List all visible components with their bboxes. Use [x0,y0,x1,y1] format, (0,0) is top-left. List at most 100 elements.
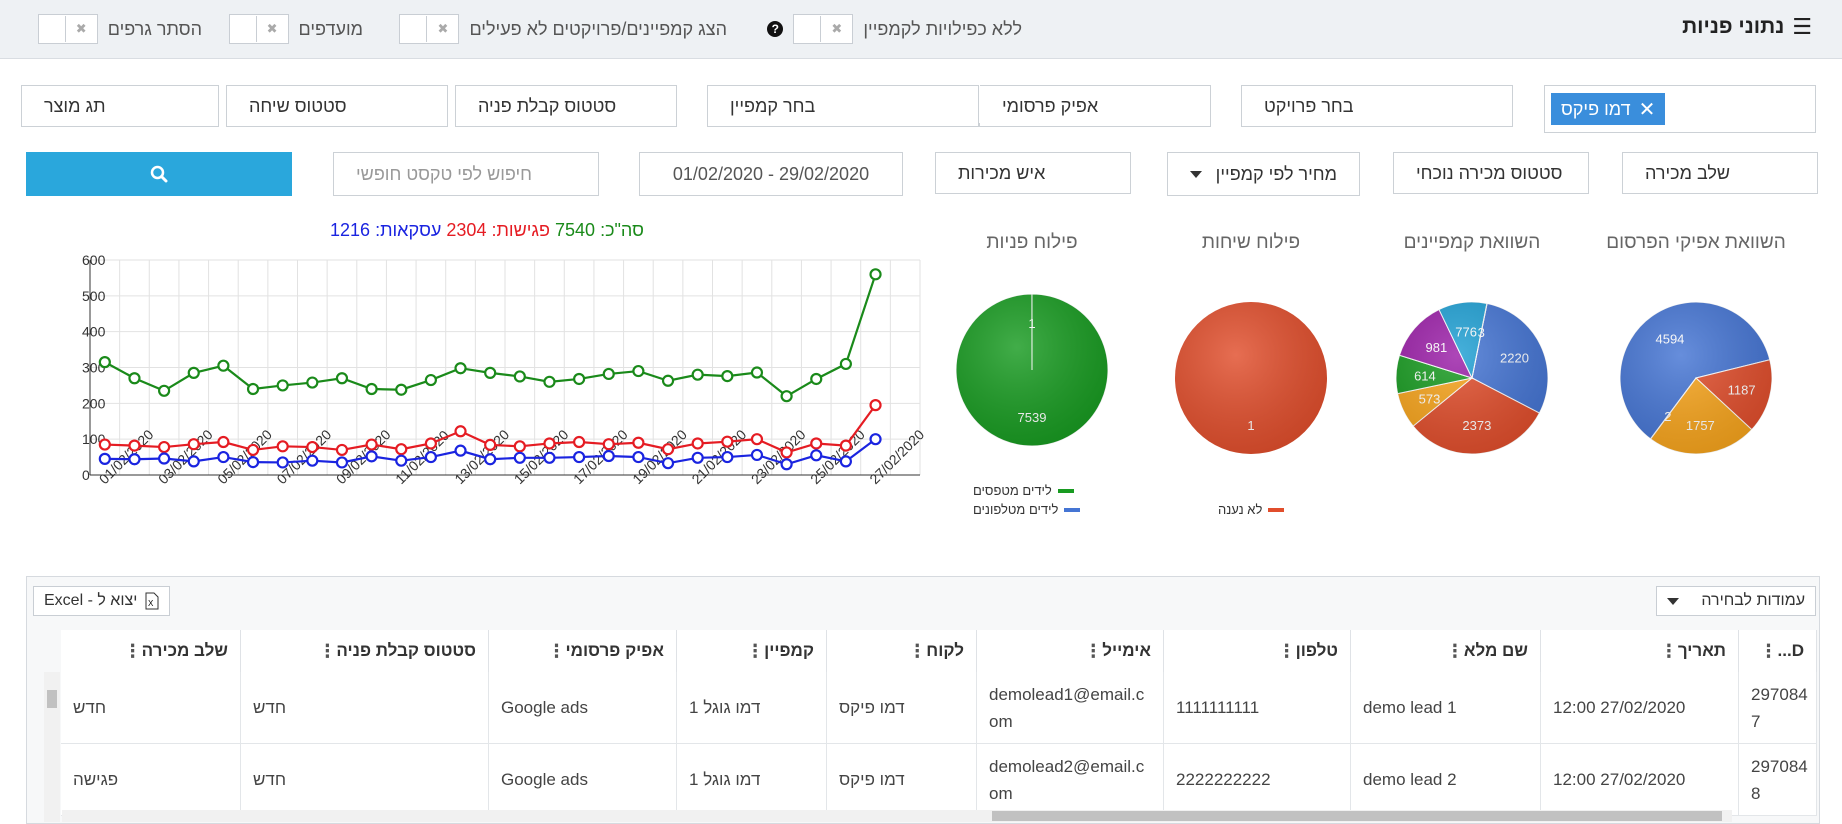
toggle-favorites[interactable]: מועדפים ✖ [229,14,363,44]
leads-line-chart: 010020030040050060001/02/202003/02/20200… [40,246,930,561]
remove-tag-icon[interactable]: ✕ [1639,97,1656,122]
data-point [189,368,199,378]
data-point [337,373,347,383]
data-point [189,456,199,466]
pie-title-calls: פילוח שיחות [1141,232,1361,254]
column-menu-icon[interactable]: ⋮ [1760,641,1778,662]
column-header[interactable]: לקוח⋮ [827,630,977,672]
search-button[interactable] [26,152,292,196]
data-point [722,452,732,462]
column-header[interactable]: סטטוס קבלת פניה⋮ [241,630,489,672]
page-title: ☰ נתוני פניות [1682,14,1812,40]
y-tick-label: 0 [82,467,90,483]
data-point [841,456,851,466]
column-header[interactable]: אפיק פרסומי⋮ [489,630,677,672]
data-point [337,457,347,467]
pie-label: 614 [1414,369,1436,384]
data-point [218,452,228,462]
column-header[interactable]: שם מלא⋮ [1351,630,1541,672]
sale-stage-select[interactable]: שלב מכירה [1622,152,1818,194]
column-header-label: אימייל [1102,641,1151,661]
toggle-label: ללא כפילויות לקמפיין [863,19,1022,40]
current-sale-status-select[interactable]: סטטוס מכירה נוכחי [1393,152,1589,194]
free-text-search-input[interactable]: חיפוש לפי טקסט חופשי [333,152,599,196]
table-cell: דמו גוגל 1 [677,672,827,744]
date-range-input[interactable]: 29/02/2020 - 01/02/2020 [639,152,903,196]
legend-item: לידים מטלפונים [973,502,1080,517]
table-cell: 1111111111 [1164,672,1351,744]
column-header-label: לקוח [926,641,964,661]
pie-label: 2 [1664,409,1671,424]
toggle-switch[interactable]: ✖ [399,14,459,44]
search-icon [150,165,168,183]
help-icon[interactable]: ? [767,21,783,37]
data-point [544,377,554,387]
toggle-switch[interactable]: ✖ [38,14,98,44]
data-point [633,452,643,462]
column-menu-icon[interactable]: ⋮ [1660,641,1678,662]
campaign-select[interactable]: בחר קמפיין [707,85,979,127]
column-header[interactable]: שלב מכירה⋮ [61,630,241,672]
column-header-label: תאריך [1678,641,1726,661]
tag-select[interactable]: ✕ דמו פיקס [1544,85,1816,133]
data-point [544,438,554,448]
data-point [544,453,554,463]
column-menu-icon[interactable]: ⋮ [318,641,336,662]
data-point [604,451,614,461]
column-menu-icon[interactable]: ⋮ [548,641,566,662]
data-point [633,366,643,376]
toggle-hide-charts[interactable]: הסתר גרפים ✖ [38,14,202,44]
data-point [159,386,169,396]
column-menu-icon[interactable]: ⋮ [124,641,142,662]
column-header[interactable]: תאריך⋮ [1541,630,1739,672]
call-status-select[interactable]: סטטוס שיחה [226,85,448,127]
column-menu-icon[interactable]: ⋮ [1446,641,1464,662]
data-point [515,441,525,451]
column-header[interactable]: אימייל⋮ [977,630,1164,672]
menu-icon[interactable]: ☰ [1792,14,1812,40]
salesperson-select[interactable]: איש מכירות [935,152,1131,194]
data-point [485,454,495,464]
data-point [663,458,673,468]
data-point [782,447,792,457]
column-header-label: שם מלא [1464,641,1528,661]
y-tick-label: 200 [82,395,106,411]
data-point [367,440,377,450]
horizontal-scrollbar[interactable] [62,810,1732,822]
toggle-switch[interactable]: ✖ [229,14,289,44]
total-label: סה"כ: [600,220,644,240]
project-select[interactable]: בחר פרויקט [1241,85,1513,127]
table-cell: demolead2@email.c om [977,744,1164,816]
price-by-campaign-select[interactable]: מחיר לפי קמפיין [1167,152,1360,196]
data-point [159,454,169,464]
data-point [811,374,821,384]
ad-channel-select[interactable]: אפיק פרסומי [979,85,1211,127]
columns-chooser-button[interactable]: עמודות לבחירה [1656,586,1816,616]
column-menu-icon[interactable]: ⋮ [1278,641,1296,662]
toggle-switch[interactable]: ✖ [793,14,853,44]
toggle-inactive-campaigns[interactable]: הצג קמפיינים/פרויקטים לא פעילים ✖ [399,14,727,44]
table-cell: 2222222222 [1164,744,1351,816]
data-point [722,371,732,381]
column-header[interactable]: קמפיין⋮ [677,630,827,672]
column-menu-icon[interactable]: ⋮ [1084,641,1102,662]
data-point [485,368,495,378]
product-tag-select[interactable]: תג מוצר [21,85,219,127]
data-point [604,439,614,449]
column-menu-icon[interactable]: ⋮ [746,641,764,662]
column-header[interactable]: טלפון⋮ [1164,630,1351,672]
vertical-scrollbar[interactable] [44,672,60,822]
lead-status-select[interactable]: סטטוס קבלת פניה [455,85,677,127]
export-excel-button[interactable]: יצוא ל - Excel X [33,586,170,616]
column-header[interactable]: D...⋮ [1739,630,1817,672]
toggle-label: הסתר גרפים [108,19,202,40]
toggle-no-duplicates[interactable]: ללא כפילויות לקמפיין ✖ ? [767,14,1022,44]
data-point [752,450,762,460]
total-value: 7540 [555,220,595,240]
selected-tag: ✕ דמו פיקס [1551,93,1665,125]
column-menu-icon[interactable]: ⋮ [908,641,926,662]
data-point [515,453,525,463]
data-point [722,437,732,447]
toggle-label: מועדפים [299,19,363,40]
